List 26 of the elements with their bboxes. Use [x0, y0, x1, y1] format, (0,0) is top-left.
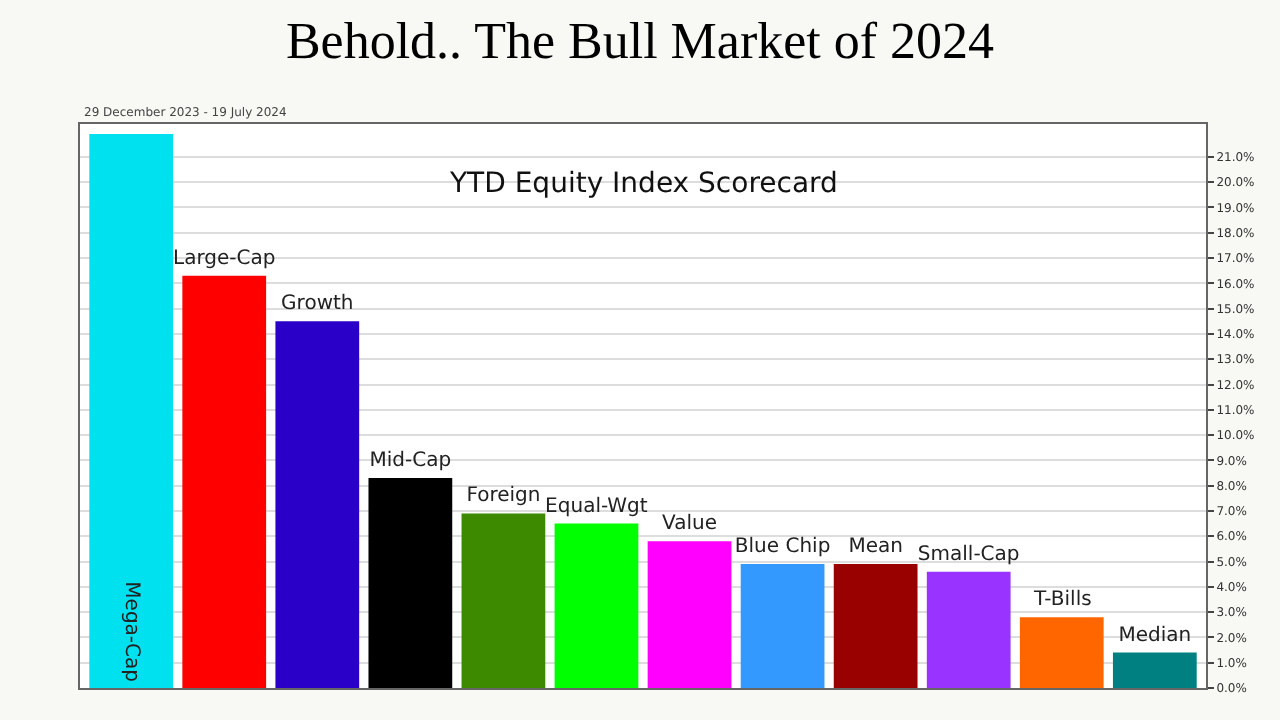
x-tick-label: Equal-Wgt [545, 495, 648, 518]
x-tick-label: Median [1118, 624, 1192, 647]
x-tick-label: Growth [281, 293, 354, 316]
bar [182, 275, 267, 688]
x-tick-label: Blue Chip [734, 536, 831, 559]
bar [647, 541, 732, 688]
bar [740, 564, 825, 688]
bar [1019, 617, 1104, 688]
bar [554, 523, 639, 688]
x-tick-label: Foreign [466, 485, 541, 508]
x-tick-label: Value [662, 513, 717, 536]
x-tick-label: Large-Cap [173, 247, 276, 270]
bar [1112, 652, 1197, 688]
bar [461, 513, 546, 688]
x-tick-label: T-Bills [1031, 589, 1092, 612]
chart-title: Behold.. The Bull Market of 2024 [285, 12, 995, 70]
bar [89, 134, 174, 688]
x-tick-label: Small-Cap [917, 543, 1020, 566]
bar [368, 478, 453, 688]
bar [926, 571, 1011, 688]
bar [833, 564, 918, 688]
bar [275, 321, 360, 688]
text: YTD Equity Index Scorecard [448, 168, 838, 200]
x-tick-label: Mid-Cap [369, 450, 452, 473]
x-tick-label: Mega-Cap [120, 581, 143, 682]
x-tick-label: Mean [848, 536, 903, 559]
